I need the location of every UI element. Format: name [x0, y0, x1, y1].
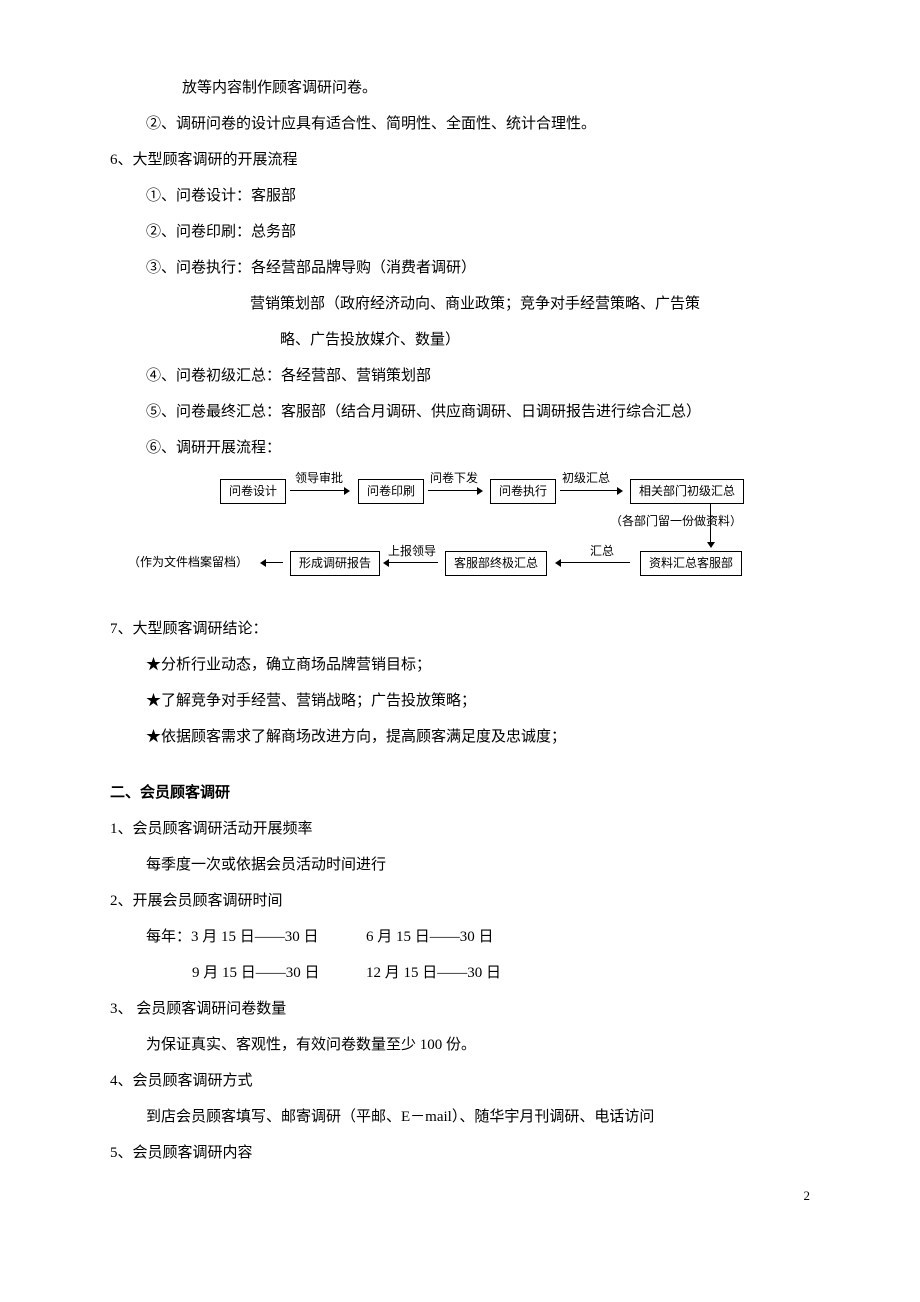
flow-arrow — [560, 562, 630, 563]
body-text: ③、问卷执行：各经营部品牌导购（消费者调研） — [146, 250, 810, 286]
body-text: ⑤、问卷最终汇总：客服部（结合月调研、供应商调研、日调研报告进行综合汇总） — [146, 394, 810, 430]
flow-arrow — [388, 562, 438, 563]
flow-label: （各部门留一份做资料） — [610, 514, 742, 528]
list-item: 4、会员顾客调研方式 — [110, 1063, 810, 1099]
flow-label: 上报领导 — [388, 544, 436, 558]
date-row: 9 月 15 日——30 日 12 月 15 日——30 日 — [192, 955, 810, 991]
flow-node: 相关部门初级汇总 — [630, 479, 744, 504]
list-item: 5、会员顾客调研内容 — [110, 1135, 810, 1171]
body-text: 略、广告投放媒介、数量） — [280, 322, 810, 358]
list-item: 7、大型顾客调研结论： — [110, 611, 810, 647]
body-text: ②、问卷印刷：总务部 — [146, 214, 810, 250]
body-text: 营销策划部（政府经济动向、商业政策；竞争对手经营策略、广告策 — [250, 286, 810, 322]
flow-label: （作为文件档案留档） — [128, 555, 248, 569]
body-text: ★了解竞争对手经营、营销战略；广告投放策略； — [146, 683, 810, 719]
flow-label: 领导审批 — [295, 471, 343, 485]
flow-arrow — [290, 490, 345, 491]
flow-arrow — [428, 490, 478, 491]
body-text: ★分析行业动态，确立商场品牌营销目标； — [146, 647, 810, 683]
section-heading: 二、会员顾客调研 — [110, 775, 810, 811]
flow-node: 形成调研报告 — [290, 551, 380, 576]
body-text: 到店会员顾客填写、邮寄调研（平邮、E－mail）、随华宇月刊调研、电话访问 — [146, 1099, 810, 1135]
body-text: ②、调研问卷的设计应具有适合性、简明性、全面性、统计合理性。 — [146, 106, 810, 142]
flowchart: 问卷设计 问卷印刷 问卷执行 相关部门初级汇总 领导审批 问卷下发 初级汇总 （… — [110, 471, 810, 601]
flow-label: 问卷下发 — [430, 471, 478, 485]
flow-node: 问卷印刷 — [358, 479, 424, 504]
date-text: 6 月 15 日——30 日 — [366, 919, 494, 955]
page-number: 2 — [804, 1180, 811, 1211]
flow-label: 初级汇总 — [562, 471, 610, 485]
flow-arrow — [560, 490, 618, 491]
body-text: 放等内容制作顾客调研问卷。 — [182, 70, 810, 106]
flow-label: 汇总 — [590, 544, 614, 558]
flow-node: 客服部终极汇总 — [445, 551, 547, 576]
list-item: 3、 会员顾客调研问卷数量 — [110, 991, 810, 1027]
list-item: 1、会员顾客调研活动开展频率 — [110, 811, 810, 847]
flow-node: 资料汇总客服部 — [640, 551, 742, 576]
body-text: ①、问卷设计：客服部 — [146, 178, 810, 214]
body-text: 为保证真实、客观性，有效问卷数量至少 100 份。 — [146, 1027, 810, 1063]
body-text: ⑥、调研开展流程： — [146, 430, 810, 466]
date-text: 9 月 15 日——30 日 — [192, 955, 366, 991]
document-content: 放等内容制作顾客调研问卷。 ②、调研问卷的设计应具有适合性、简明性、全面性、统计… — [110, 70, 810, 1171]
date-text: 每年：3 月 15 日——30 日 — [146, 919, 366, 955]
body-text: ★依据顾客需求了解商场改进方向，提高顾客满足度及忠诚度； — [146, 719, 810, 755]
list-item: 2、开展会员顾客调研时间 — [110, 883, 810, 919]
flow-node: 问卷设计 — [220, 479, 286, 504]
date-row: 每年：3 月 15 日——30 日 6 月 15 日——30 日 — [146, 919, 810, 955]
flow-node: 问卷执行 — [490, 479, 556, 504]
flow-arrow — [265, 562, 283, 563]
body-text: ④、问卷初级汇总：各经营部、营销策划部 — [146, 358, 810, 394]
body-text: 每季度一次或依据会员活动时间进行 — [146, 847, 810, 883]
date-text: 12 月 15 日——30 日 — [366, 955, 501, 991]
list-item: 6、大型顾客调研的开展流程 — [110, 142, 810, 178]
